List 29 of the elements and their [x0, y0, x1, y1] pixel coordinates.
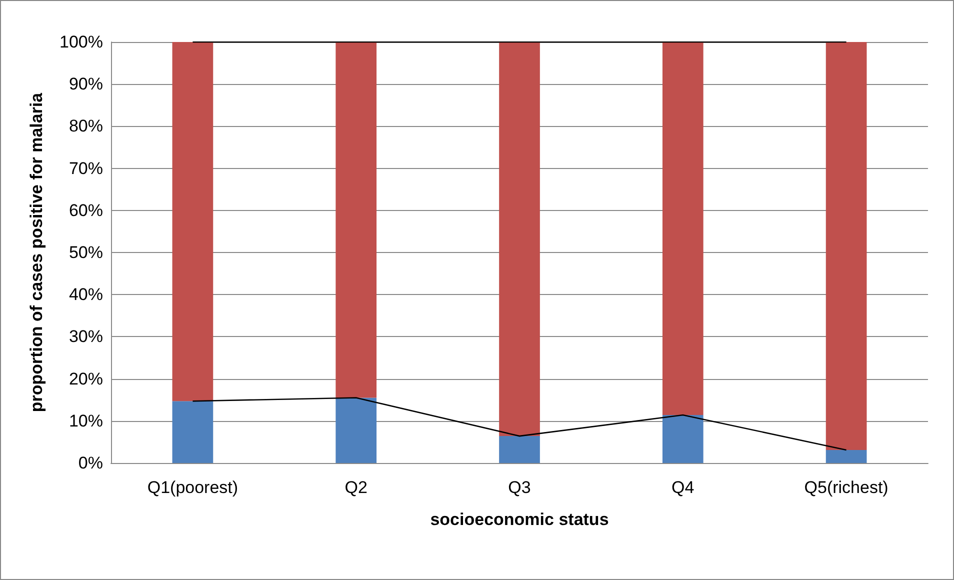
x-tick-label: Q4 [672, 478, 694, 497]
x-tick-label: Q1(poorest) [147, 478, 238, 497]
bar [172, 42, 214, 402]
y-tick-label: 40% [68, 285, 103, 304]
y-axis-title: proportion of cases positive for malaria [27, 92, 46, 412]
bar [826, 42, 867, 450]
bar [336, 398, 377, 463]
y-tick-label: 30% [68, 327, 103, 346]
y-tick-label: 20% [68, 369, 103, 388]
y-tick-label: 70% [68, 158, 103, 178]
y-tick-label: 50% [68, 243, 103, 262]
bar [499, 436, 540, 463]
bar [826, 450, 867, 463]
bar [662, 42, 704, 416]
y-tick-label: 60% [68, 200, 103, 220]
line-series [192, 397, 847, 451]
y-tick-label: 80% [68, 116, 103, 136]
y-tick-label: 0% [78, 454, 103, 472]
y-tick-label: 10% [68, 411, 103, 430]
bar [662, 415, 704, 463]
x-tick-label: Q3 [508, 478, 531, 497]
bar [336, 42, 377, 398]
x-tick-label: Q2 [344, 478, 368, 497]
bar [499, 42, 540, 436]
x-tick-label: Q5(richest) [804, 478, 888, 497]
bar [172, 401, 214, 463]
y-tick-label: 90% [68, 74, 103, 94]
y-tick-label: 100% [60, 32, 103, 52]
x-axis-title: socioeconomic status [430, 510, 609, 529]
